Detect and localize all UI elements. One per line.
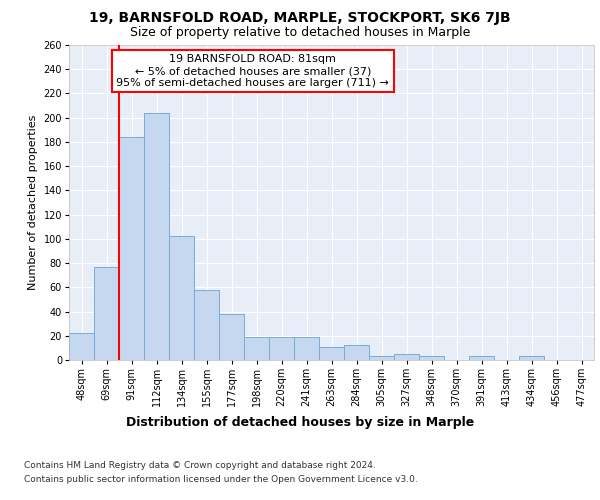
Bar (269, 337, 294, 360)
Bar (394, 354, 419, 360)
Bar (469, 356, 494, 360)
Text: Distribution of detached houses by size in Marple: Distribution of detached houses by size … (126, 416, 474, 429)
Bar (169, 236, 194, 360)
Bar (119, 137, 144, 360)
Bar (419, 356, 444, 360)
Bar (519, 356, 544, 360)
Text: Contains public sector information licensed under the Open Government Licence v3: Contains public sector information licen… (24, 476, 418, 484)
Text: 19 BARNSFOLD ROAD: 81sqm
← 5% of detached houses are smaller (37)
95% of semi-de: 19 BARNSFOLD ROAD: 81sqm ← 5% of detache… (116, 54, 389, 88)
Text: Size of property relative to detached houses in Marple: Size of property relative to detached ho… (130, 26, 470, 39)
Text: 19, BARNSFOLD ROAD, MARPLE, STOCKPORT, SK6 7JB: 19, BARNSFOLD ROAD, MARPLE, STOCKPORT, S… (89, 11, 511, 25)
Bar (219, 314, 244, 360)
Text: Contains HM Land Registry data © Crown copyright and database right 2024.: Contains HM Land Registry data © Crown c… (24, 462, 376, 470)
Y-axis label: Number of detached properties: Number of detached properties (28, 115, 38, 290)
Bar (94, 266, 119, 360)
Bar (144, 113, 169, 360)
Bar (194, 290, 219, 360)
Bar (369, 356, 394, 360)
Bar (319, 346, 344, 360)
Bar (294, 337, 319, 360)
Bar (69, 334, 94, 360)
Bar (244, 337, 269, 360)
Bar (344, 346, 369, 360)
